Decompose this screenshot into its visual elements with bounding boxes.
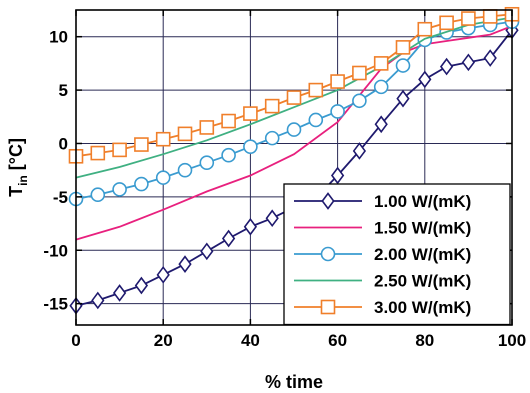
- series-point: [286, 122, 302, 137]
- legend-label: 1.50 W/(mK): [374, 219, 471, 238]
- series-point: [461, 11, 476, 26]
- series-point: [330, 104, 345, 119]
- y-tick-label: -10: [43, 241, 68, 260]
- series-point: [461, 53, 476, 72]
- series-point: [374, 115, 388, 134]
- series-point: [243, 217, 258, 236]
- series-line: [75, 16, 513, 179]
- series-point: [286, 90, 302, 105]
- x-tick-label: 20: [154, 331, 173, 350]
- series-point: [264, 98, 280, 114]
- series-5: [68, 6, 520, 164]
- series-point: [199, 120, 215, 135]
- x-tick-label: 40: [241, 331, 260, 350]
- series-4: [75, 16, 513, 179]
- legend-marker: [321, 192, 335, 210]
- legend-item: 2.50 W/(mK): [294, 272, 471, 291]
- y-tick-label: 0: [59, 134, 68, 153]
- x-tick-label: 100: [498, 331, 526, 350]
- series-point: [352, 142, 367, 160]
- y-tick-label: -5: [53, 188, 68, 207]
- x-tick-label: 0: [71, 331, 80, 350]
- series-point: [112, 142, 127, 158]
- series-point: [156, 265, 170, 284]
- series-point: [221, 147, 236, 163]
- series-point: [308, 112, 324, 128]
- series-point: [373, 56, 389, 71]
- series-point: [134, 276, 149, 295]
- series-point: [352, 93, 367, 109]
- series-point: [373, 79, 389, 95]
- y-axis-title: Tin [°C]: [6, 138, 30, 197]
- y-axis-title-main: T: [6, 186, 26, 197]
- series-point: [221, 113, 236, 129]
- series-point: [243, 139, 258, 154]
- x-tick-label: 60: [328, 331, 347, 350]
- series-point: [395, 58, 411, 73]
- legend-label: 2.00 W/(mK): [374, 245, 471, 264]
- series-point: [200, 242, 214, 261]
- legend-marker: [320, 246, 336, 262]
- legend-label: 1.00 W/(mK): [374, 192, 471, 211]
- legend-marker: [320, 299, 336, 315]
- x-tick-label: 80: [415, 331, 434, 350]
- legend-label: 3.00 W/(mK): [374, 298, 471, 317]
- series-point: [155, 131, 171, 147]
- y-tick-label: 10: [49, 28, 68, 47]
- series-point: [483, 49, 497, 67]
- series-point: [221, 229, 236, 248]
- series-line: [75, 20, 513, 200]
- series-point: [482, 9, 498, 24]
- legend-item: 1.50 W/(mK): [294, 219, 471, 238]
- x-axis-title: % time: [265, 372, 323, 392]
- y-axis-title-sub: in: [16, 175, 30, 186]
- legend-item: 3.00 W/(mK): [294, 298, 471, 317]
- series-point: [178, 255, 192, 273]
- series-point: [264, 130, 280, 146]
- series-point: [396, 89, 410, 108]
- series-point: [199, 155, 215, 170]
- series-point: [352, 65, 367, 81]
- series-point: [330, 74, 345, 89]
- legend: 1.00 W/(mK) 1.50 W/(mK) 2.00 W/(mK) 2.50 W/…: [283, 183, 511, 326]
- series-point: [112, 182, 127, 197]
- series-point: [177, 126, 193, 142]
- series-point: [112, 284, 127, 302]
- series-point: [134, 176, 149, 192]
- y-tick-label: 5: [59, 81, 68, 100]
- series-point: [265, 209, 279, 228]
- y-tick-label: -15: [43, 295, 68, 314]
- ticks: 0 20 40 60 80 100 -15 -10 -5 0 5 10: [43, 10, 526, 350]
- series-point: [417, 21, 433, 37]
- series-point: [395, 40, 411, 55]
- series-point: [439, 57, 454, 76]
- series-point: [134, 137, 149, 152]
- series-point: [90, 187, 106, 203]
- legend-item: 2.00 W/(mK): [294, 245, 471, 264]
- legend-label: 2.50 W/(mK): [374, 272, 471, 291]
- series-point: [418, 70, 432, 89]
- series-point: [91, 291, 105, 310]
- y-axis-title-unit: [°C]: [6, 138, 26, 175]
- legend-item: 1.00 W/(mK): [294, 192, 471, 211]
- series-point: [177, 162, 193, 178]
- series-point: [90, 145, 106, 161]
- series-point: [330, 166, 345, 185]
- series-3: [68, 14, 520, 207]
- series-point: [439, 15, 454, 31]
- series-point: [243, 106, 258, 121]
- series-point: [308, 82, 324, 98]
- series-point: [155, 170, 171, 185]
